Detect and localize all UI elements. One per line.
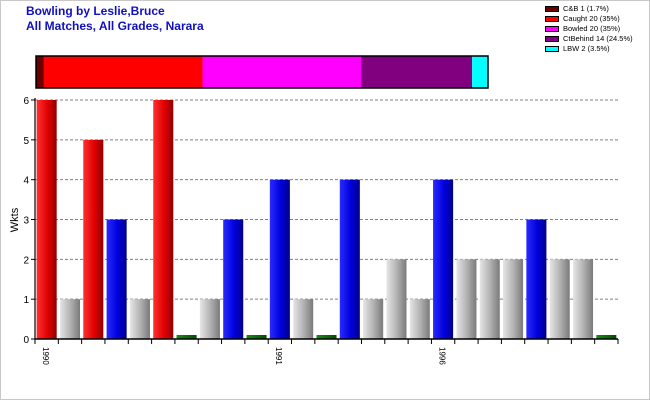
bar-0 (36, 100, 57, 339)
bar-13 (339, 179, 360, 339)
bar-4 (129, 299, 150, 339)
title-line-1: Bowling by Leslie,Bruce (26, 4, 165, 18)
bar-23 (572, 259, 594, 339)
legend-swatch-ctbehind (545, 36, 559, 42)
bar-14 (363, 299, 384, 339)
legend-label-caught: Caught 20 (35%) (563, 14, 620, 23)
legend-item-lbw: LBW 2 (3.5%) (545, 44, 633, 54)
legend-swatch-bowled (545, 26, 559, 32)
legend-swatch-lbw (545, 46, 559, 52)
legend-swatch-caught (545, 16, 559, 22)
bar-series (36, 100, 617, 339)
axes: 0 1 2 3 4 5 6 1990 1991 1996 (23, 96, 619, 365)
bar-19 (479, 259, 500, 339)
dismissal-breakdown-bar (35, 55, 489, 89)
x-tick-label-1990: 1990 (41, 347, 50, 365)
legend-item-caught: Caught 20 (35%) (545, 14, 633, 24)
dismissal-segment-bowled (202, 56, 362, 88)
bar-6 (176, 335, 197, 339)
legend-label-cb: C&B 1 (1.7%) (563, 4, 609, 13)
bar-12 (316, 335, 337, 339)
bar-22 (549, 259, 570, 339)
bar-3 (106, 219, 127, 339)
y-tick-label-0: 0 (23, 335, 29, 346)
y-tick-label-2: 2 (23, 255, 29, 266)
y-tick-label-5: 5 (23, 136, 29, 147)
bar-2 (83, 139, 104, 339)
x-tick-label-1996: 1996 (437, 347, 446, 365)
dismissal-segment-caught (43, 56, 203, 88)
legend-label-bowled: Bowled 20 (35%) (563, 24, 621, 33)
y-tick-label-4: 4 (23, 176, 29, 187)
y-axis-title: Wkts (9, 207, 21, 232)
bar-7 (199, 299, 220, 339)
y-tick-label-3: 3 (23, 216, 29, 227)
bar-18 (456, 259, 477, 339)
bar-20 (503, 259, 524, 339)
x-tick-label-1991: 1991 (274, 347, 283, 365)
bar-17 (433, 179, 454, 339)
legend: C&B 1 (1.7%) Caught 20 (35%) Bowled 20 (… (545, 4, 633, 54)
legend-item-ctbehind: CtBehind 14 (24.5%) (545, 34, 633, 44)
legend-label-ctbehind: CtBehind 14 (24.5%) (563, 34, 633, 43)
bar-5 (153, 100, 174, 339)
y-tick-label-1: 1 (23, 295, 29, 306)
bar-1 (59, 299, 81, 339)
bar-16 (409, 299, 430, 339)
bar-11 (293, 299, 314, 339)
bar-21 (526, 219, 547, 339)
bar-9 (246, 335, 267, 339)
bar-10 (269, 179, 290, 339)
bar-15 (386, 259, 407, 339)
dismissal-segment-cb (36, 56, 44, 88)
dismissal-bar-border (35, 55, 489, 89)
dismissal-segment-ctbehind (361, 56, 473, 88)
bar-8 (223, 219, 244, 339)
legend-label-lbw: LBW 2 (3.5%) (563, 44, 610, 53)
legend-item-cb: C&B 1 (1.7%) (545, 4, 633, 14)
title-line-2: All Matches, All Grades, Narara (26, 19, 204, 33)
y-tick-label-6: 6 (23, 96, 29, 107)
chart-title: Bowling by Leslie,Bruce All Matches, All… (26, 4, 204, 34)
dismissal-segment-lbw (472, 56, 488, 88)
bar-24 (596, 335, 617, 339)
legend-item-bowled: Bowled 20 (35%) (545, 24, 633, 34)
legend-swatch-cb (545, 6, 559, 12)
